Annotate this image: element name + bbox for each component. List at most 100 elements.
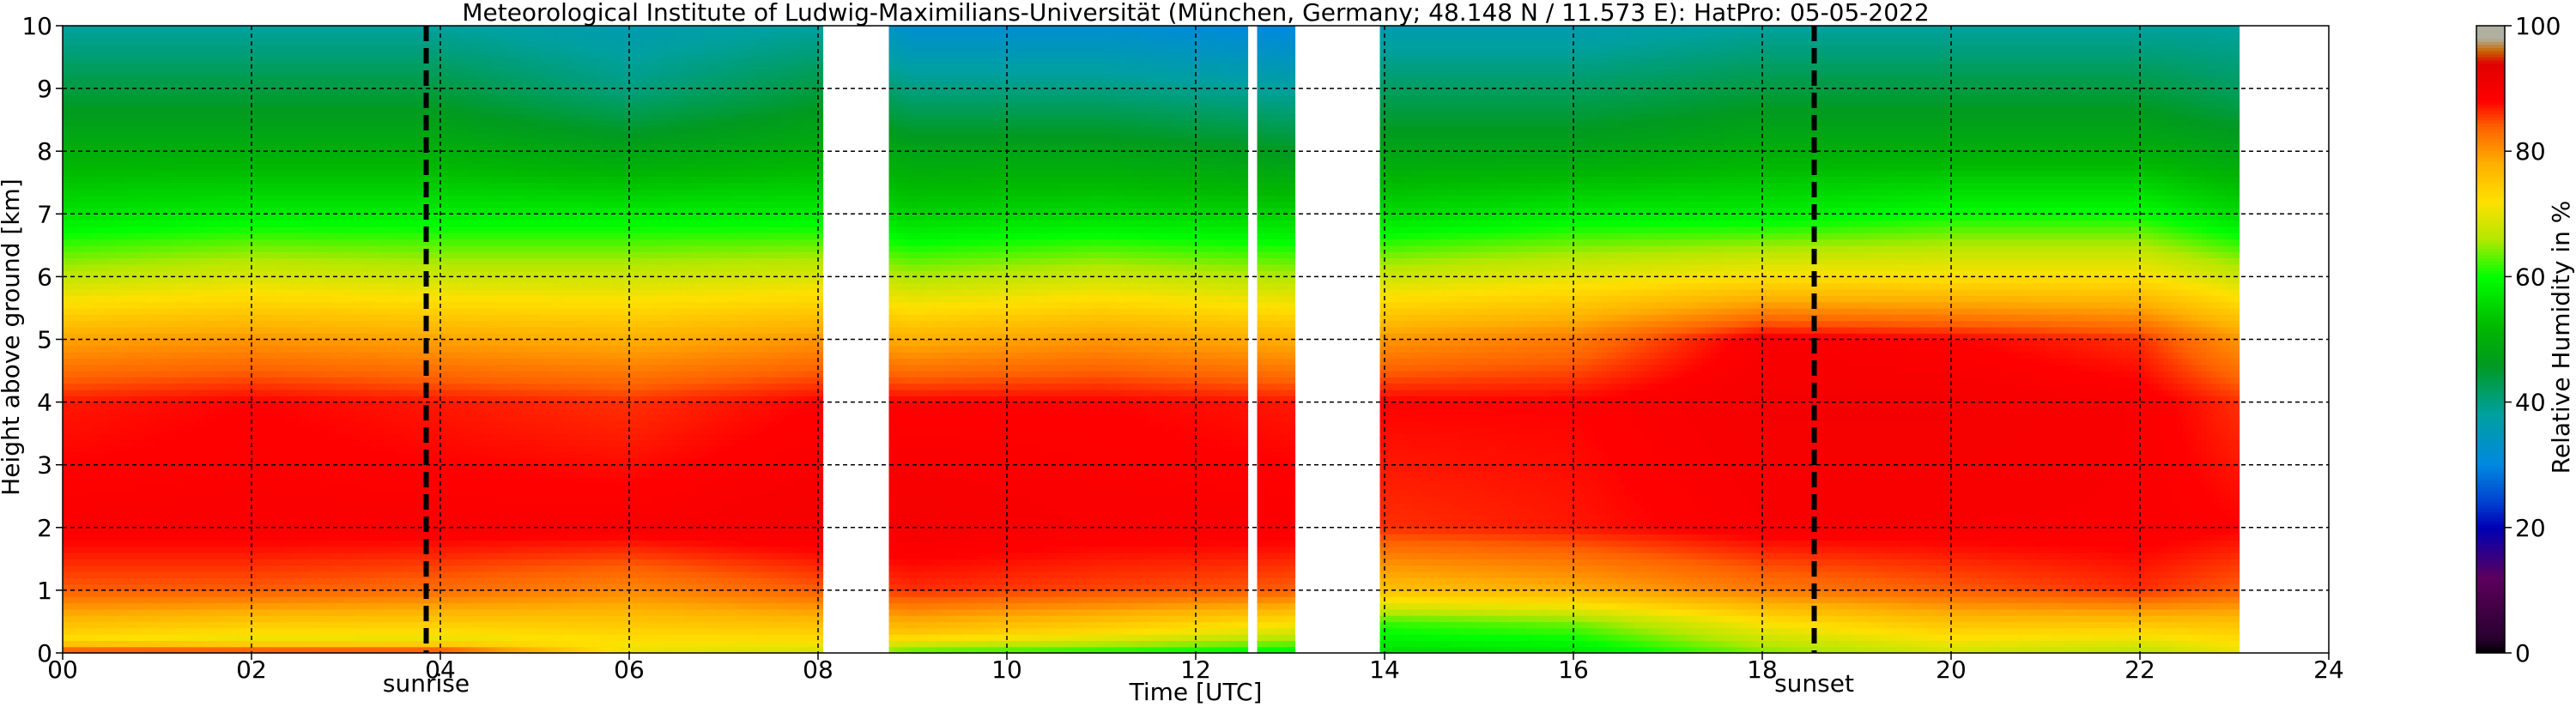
heatmap-cell [134,51,139,57]
heatmap-cell [148,603,153,610]
heatmap-cell [214,88,219,95]
heatmap-cell [96,439,101,446]
heatmap-cell [162,139,167,146]
heatmap-cell [181,276,186,283]
heatmap-cell [106,571,111,578]
heatmap-cell [191,346,196,353]
heatmap-cell [106,132,111,139]
heatmap-cell [153,384,158,390]
heatmap-cell [214,590,219,597]
heatmap-cell [153,264,158,271]
heatmap-cell [172,214,177,221]
heatmap-cell [148,358,153,365]
heatmap-cell [172,321,177,328]
heatmap-cell [185,264,191,271]
heatmap-cell [181,221,186,227]
heatmap-cell [110,76,115,82]
heatmap-cell [185,465,191,472]
heatmap-cell [68,107,73,114]
heatmap-cell [157,139,162,146]
heatmap-cell [148,427,153,434]
heatmap-cell [100,176,106,183]
heatmap-cell [134,465,139,472]
heatmap-cell [157,276,162,283]
heatmap-cell [162,107,167,114]
heatmap-cell [148,496,153,503]
heatmap-cell [191,57,196,64]
heatmap-cell [219,471,224,478]
heatmap-cell [82,565,87,572]
heatmap-cell [63,433,68,440]
heatmap-cell [167,565,172,572]
heatmap-cell [204,496,209,503]
heatmap-cell [87,446,92,453]
heatmap-cell [162,414,167,421]
heatmap-cell [176,164,181,171]
heatmap-cell [134,76,139,82]
heatmap-cell [119,465,124,472]
heatmap-cell [214,503,219,510]
heatmap-cell [176,634,181,641]
heatmap-cell [219,439,224,446]
heatmap-cell [119,26,124,33]
heatmap-cell [124,503,130,510]
heatmap-cell [63,439,68,446]
heatmap-cell [214,553,219,559]
heatmap-cell [191,221,196,227]
heatmap-cell [129,465,134,472]
heatmap-cell [185,365,191,372]
heatmap-cell [143,69,148,76]
heatmap-cell [100,377,106,384]
heatmap-cell [157,321,162,328]
heatmap-cell [129,245,134,252]
heatmap-cell [176,295,181,302]
heatmap-cell [191,390,196,396]
heatmap-cell [138,158,143,165]
heatmap-cell [162,352,167,359]
heatmap-cell [200,264,205,271]
heatmap-cell [214,26,219,33]
heatmap-cell [148,233,153,239]
heatmap-cell [204,484,209,491]
heatmap-cell [185,94,191,101]
heatmap-cell [138,377,143,384]
heatmap-cell [134,283,139,290]
heatmap-cell [162,176,167,183]
heatmap-cell [148,640,153,647]
heatmap-cell [87,496,92,503]
heatmap-cell [157,577,162,584]
heatmap-cell [87,609,92,616]
heatmap-cell [115,327,120,334]
heatmap-cell [148,176,153,183]
heatmap-cell [96,421,101,428]
heatmap-cell [129,120,134,127]
heatmap-cell [204,340,209,347]
heatmap-cell [167,314,172,321]
heatmap-cell [148,158,153,165]
heatmap-cell [68,446,73,453]
heatmap-cell [167,547,172,553]
heatmap-cell [100,101,106,108]
heatmap-cell [124,26,130,33]
heatmap-cell [191,358,196,365]
heatmap-cell [63,628,68,635]
heatmap-cell [129,547,134,553]
heatmap-cell [68,183,73,190]
heatmap-cell [181,151,186,158]
heatmap-cell [148,195,153,202]
heatmap-cell [153,170,158,177]
heatmap-cell [87,421,92,428]
heatmap-cell [200,621,205,628]
heatmap-cell [176,384,181,390]
heatmap-cell [214,477,219,484]
heatmap-cell [172,365,177,372]
heatmap-cell [181,490,186,497]
heatmap-cell [68,352,73,359]
heatmap-cell [214,227,219,233]
heatmap-cell [200,596,205,603]
heatmap-cell [157,371,162,378]
heatmap-cell [162,132,167,139]
heatmap-cell [162,245,167,252]
heatmap-cell [167,45,172,51]
